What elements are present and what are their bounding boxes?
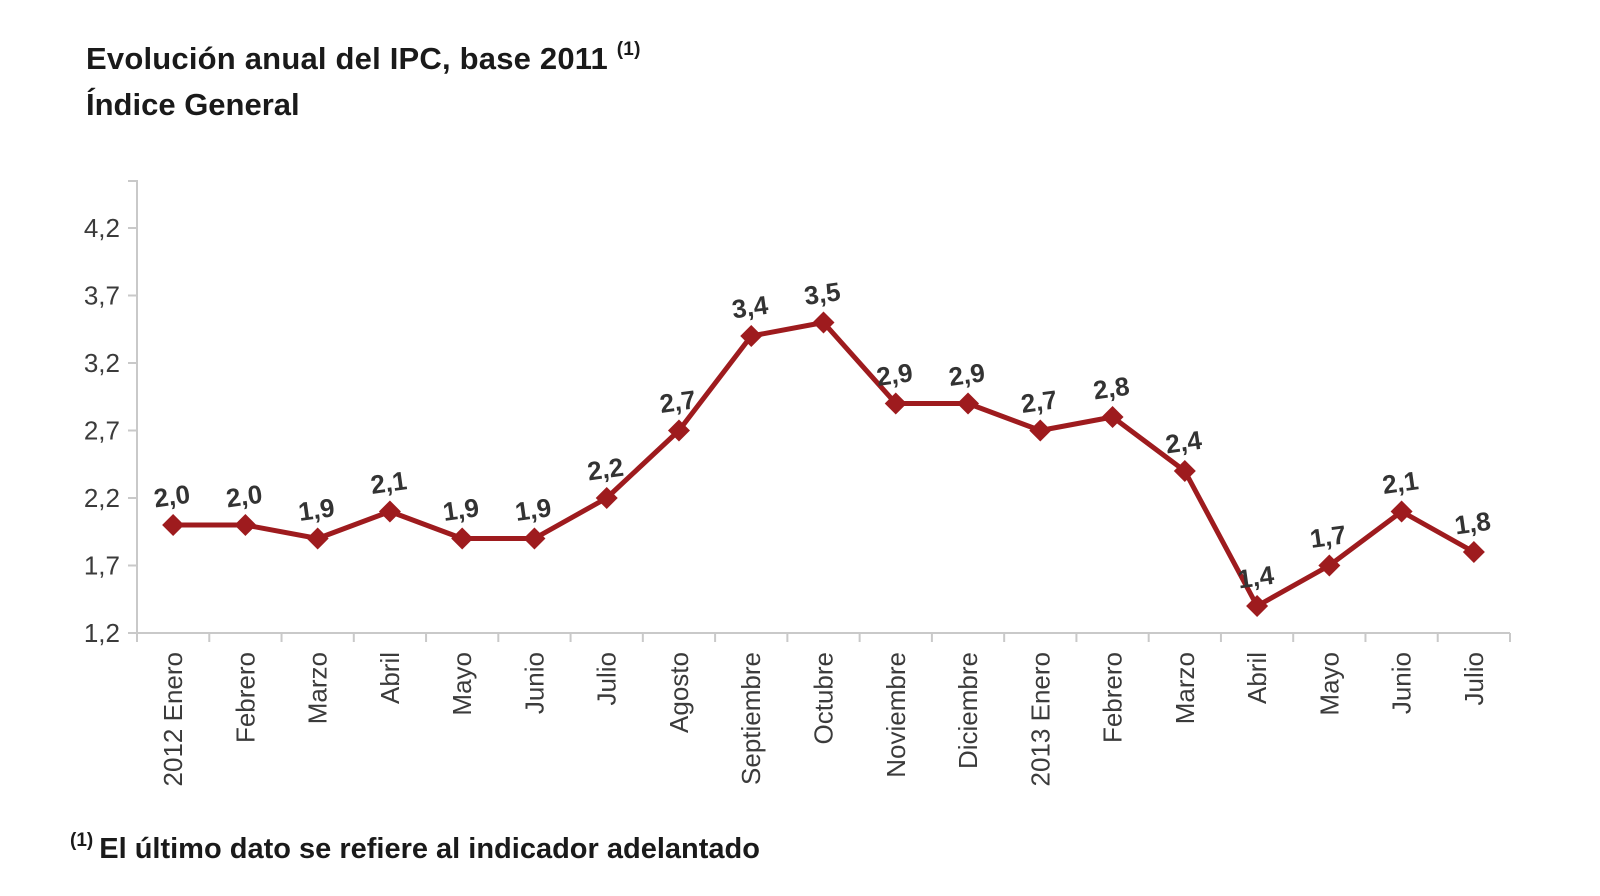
- chart-subtitle: Índice General: [86, 87, 300, 122]
- y-tick-label: 2,2: [84, 483, 120, 513]
- data-point-label: 2,8: [1091, 371, 1131, 406]
- data-point-marker: [306, 527, 329, 550]
- x-tick-label: Noviembre: [881, 652, 911, 778]
- data-point-label: 3,5: [802, 276, 842, 311]
- x-tick-label: 2013 Enero: [1025, 652, 1055, 786]
- data-point-marker: [595, 487, 618, 509]
- x-tick-label: Julio: [1459, 652, 1489, 705]
- data-point-label: 2,9: [875, 357, 915, 392]
- x-tick-label: Mayo: [1314, 652, 1344, 716]
- y-tick-label: 1,7: [84, 551, 120, 581]
- data-point-marker: [1318, 554, 1341, 577]
- axes: [136, 180, 1510, 634]
- data-point-label: 3,4: [730, 290, 771, 325]
- data-point-label: 2,4: [1164, 425, 1205, 460]
- data-point-marker: [378, 500, 401, 523]
- x-tick-label: Octubre: [809, 652, 839, 745]
- x-tick-label: Junio: [1387, 652, 1417, 714]
- data-series: 2,0 2,0 1,9 2,1 1,9 1,9 2,2 2,7 3,4 3,5 2,9 2,9 2,7 2…: [152, 276, 1493, 617]
- data-point-marker: [523, 527, 546, 550]
- x-tick-label: Marzo: [1170, 652, 1200, 724]
- data-point-marker: [740, 325, 763, 347]
- data-point-marker: [1029, 419, 1052, 442]
- footnote: (1) El último dato se refiere al indicado…: [70, 830, 760, 866]
- data-point-marker: [1390, 500, 1413, 523]
- x-tick-label: 2012 Enero: [158, 652, 188, 786]
- data-point-label: 2,1: [369, 465, 409, 500]
- y-tick-label: 2,7: [84, 416, 120, 446]
- chart-title-footnote-ref: (1): [616, 39, 641, 60]
- x-tick-label: Septiembre: [736, 652, 766, 785]
- data-point-label: 2,7: [658, 384, 698, 419]
- data-point-label: 2,1: [1380, 465, 1420, 500]
- data-point-marker: [812, 311, 835, 334]
- x-tick-label: Febrero: [230, 652, 260, 743]
- data-point-label: 1,9: [513, 492, 553, 527]
- data-point-label: 2,2: [585, 452, 625, 487]
- data-point-marker: [1246, 595, 1269, 617]
- x-axis: 2012 Enero Febrero Marzo Abril Mayo Junio Juli…: [136, 633, 1511, 786]
- data-point-label: 2,9: [947, 357, 987, 392]
- y-tick-label: 1,2: [84, 618, 120, 648]
- data-point-label: 1,4: [1236, 560, 1277, 595]
- y-axis: 1,2 1,7 2,2 2,7 3,2 3,7 4,2: [84, 180, 137, 648]
- data-point-marker: [1173, 460, 1196, 482]
- chart-header: Evolución anual del IPC, base 2011 (1) Í…: [86, 30, 641, 125]
- y-tick-label: 4,2: [84, 213, 120, 243]
- chart-title: Evolución anual del IPC, base 2011 (1): [86, 30, 641, 79]
- data-point-marker: [1462, 541, 1485, 563]
- x-tick-label: Mayo: [447, 652, 477, 716]
- x-tick-label: Marzo: [303, 652, 333, 724]
- y-tick-label: 3,7: [84, 281, 120, 311]
- data-point-label: 2,7: [1019, 384, 1059, 419]
- x-tick-label: Diciembre: [953, 652, 983, 769]
- data-point-marker: [451, 527, 474, 550]
- axis-lines: [136, 180, 1510, 634]
- data-point-label: 1,9: [441, 492, 481, 527]
- chart-title-text: Evolución anual del IPC, base 2011: [86, 41, 608, 76]
- series-line: [170, 320, 1477, 609]
- x-tick-label: Abril: [1242, 652, 1272, 704]
- footnote-marker: (1): [70, 830, 94, 851]
- data-point-marker: [162, 514, 185, 536]
- data-point-marker: [884, 392, 907, 415]
- data-point-marker: [234, 514, 257, 536]
- data-point-marker: [957, 392, 980, 415]
- data-point-label: 1,8: [1453, 506, 1493, 541]
- y-tick-label: 3,2: [84, 348, 120, 378]
- data-point-label: 2,0: [224, 479, 264, 514]
- data-point-label: 2,0: [152, 479, 192, 514]
- data-point-label: 1,7: [1308, 519, 1348, 554]
- x-tick-label: Agosto: [664, 652, 694, 733]
- data-point-marker: [667, 419, 690, 442]
- footnote-text: El último dato se refiere al indicador a…: [99, 833, 760, 865]
- x-tick-label: Junio: [519, 652, 549, 714]
- x-tick-label: Febrero: [1098, 652, 1128, 743]
- x-tick-label: Abril: [375, 652, 405, 704]
- data-point-marker: [1101, 406, 1124, 428]
- data-point-label: 1,9: [296, 492, 336, 527]
- x-tick-label: Julio: [592, 652, 622, 705]
